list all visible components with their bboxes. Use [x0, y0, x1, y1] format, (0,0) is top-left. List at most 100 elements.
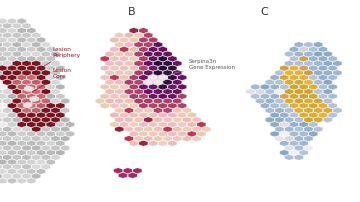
Polygon shape [46, 103, 55, 109]
Polygon shape [0, 70, 2, 76]
Polygon shape [133, 168, 142, 174]
Polygon shape [309, 75, 318, 80]
Polygon shape [144, 79, 153, 85]
Polygon shape [100, 93, 109, 99]
Polygon shape [163, 126, 172, 132]
Polygon shape [8, 84, 17, 90]
Polygon shape [134, 70, 143, 76]
Polygon shape [12, 107, 21, 113]
Polygon shape [294, 42, 303, 47]
Polygon shape [115, 107, 124, 113]
Polygon shape [149, 122, 158, 127]
Polygon shape [314, 70, 323, 76]
Polygon shape [123, 168, 132, 174]
Polygon shape [22, 126, 31, 132]
Polygon shape [149, 84, 158, 90]
Polygon shape [17, 75, 26, 80]
Polygon shape [120, 103, 129, 109]
Polygon shape [41, 89, 50, 95]
Polygon shape [17, 178, 26, 184]
Polygon shape [56, 140, 65, 146]
Polygon shape [8, 75, 17, 80]
Polygon shape [0, 89, 2, 95]
Polygon shape [100, 56, 109, 62]
Polygon shape [41, 70, 50, 76]
Polygon shape [319, 93, 328, 99]
Polygon shape [36, 122, 45, 127]
Polygon shape [139, 46, 148, 52]
Polygon shape [187, 112, 196, 118]
Polygon shape [17, 131, 26, 137]
Polygon shape [0, 103, 7, 109]
Polygon shape [129, 112, 138, 118]
Polygon shape [153, 79, 162, 85]
Polygon shape [139, 28, 148, 34]
Polygon shape [22, 136, 31, 141]
Polygon shape [100, 75, 109, 80]
Polygon shape [32, 173, 41, 179]
Polygon shape [183, 117, 192, 123]
Polygon shape [139, 37, 148, 43]
Polygon shape [105, 89, 114, 95]
Polygon shape [299, 93, 308, 99]
Polygon shape [3, 107, 12, 113]
Polygon shape [0, 93, 7, 99]
Polygon shape [294, 126, 303, 132]
Polygon shape [256, 98, 265, 104]
Polygon shape [36, 103, 45, 109]
Polygon shape [8, 28, 17, 34]
Polygon shape [129, 56, 138, 62]
Polygon shape [27, 159, 36, 165]
Polygon shape [12, 155, 21, 160]
Polygon shape [22, 98, 31, 104]
Polygon shape [125, 32, 134, 38]
Polygon shape [46, 112, 55, 118]
Polygon shape [125, 42, 134, 47]
Polygon shape [66, 122, 75, 127]
Polygon shape [187, 122, 196, 127]
Polygon shape [12, 89, 21, 95]
Polygon shape [22, 164, 31, 170]
Polygon shape [27, 93, 36, 99]
Polygon shape [46, 93, 55, 99]
Polygon shape [158, 131, 167, 137]
Polygon shape [294, 70, 303, 76]
Polygon shape [56, 84, 65, 90]
Polygon shape [0, 117, 2, 123]
Polygon shape [110, 122, 119, 127]
Polygon shape [61, 145, 70, 151]
Polygon shape [173, 70, 182, 76]
Polygon shape [139, 140, 148, 146]
Polygon shape [314, 42, 323, 47]
Polygon shape [100, 84, 109, 90]
Polygon shape [314, 79, 323, 85]
Polygon shape [51, 117, 60, 123]
Polygon shape [51, 155, 60, 160]
Polygon shape [139, 112, 148, 118]
Polygon shape [3, 51, 12, 57]
Polygon shape [36, 46, 45, 52]
Polygon shape [163, 117, 172, 123]
Polygon shape [134, 117, 143, 123]
Polygon shape [22, 89, 31, 95]
Polygon shape [285, 79, 294, 85]
Polygon shape [36, 168, 45, 174]
Polygon shape [134, 61, 143, 66]
Polygon shape [0, 84, 7, 90]
Polygon shape [134, 51, 143, 57]
Polygon shape [105, 61, 114, 66]
Polygon shape [30, 96, 39, 102]
Polygon shape [125, 89, 134, 95]
Polygon shape [120, 37, 129, 43]
Polygon shape [323, 98, 332, 104]
Polygon shape [319, 103, 328, 109]
Polygon shape [304, 42, 313, 47]
Polygon shape [158, 103, 167, 109]
Polygon shape [134, 32, 143, 38]
Polygon shape [280, 122, 289, 127]
Polygon shape [309, 122, 318, 127]
Polygon shape [289, 84, 298, 90]
Polygon shape [129, 75, 138, 80]
Polygon shape [3, 23, 12, 29]
Polygon shape [0, 32, 2, 38]
